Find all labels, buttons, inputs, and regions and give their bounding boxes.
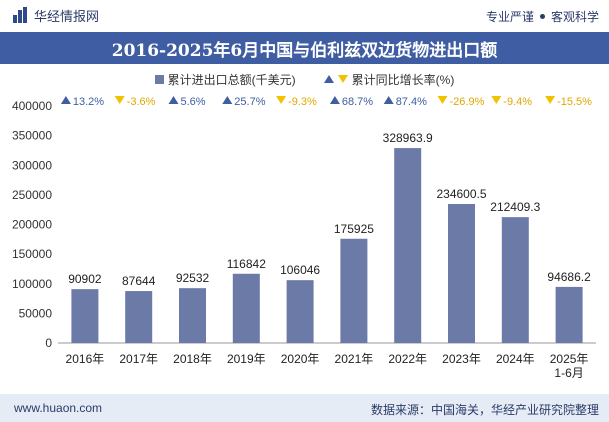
footer-website[interactable]: www.huaon.com bbox=[14, 401, 103, 415]
x-tick-label: 2021年 bbox=[335, 352, 374, 366]
growth-down-triangle bbox=[114, 96, 125, 104]
growth-up-triangle bbox=[60, 96, 71, 104]
y-tick-label: 100000 bbox=[12, 277, 52, 291]
y-tick-label: 0 bbox=[45, 336, 52, 350]
bar bbox=[71, 289, 99, 343]
x-tick-label: 2020年 bbox=[281, 352, 320, 366]
x-tick-label: 2019年 bbox=[227, 352, 266, 366]
chart-legend: 累计进出口总额(千美元) 累计同比增长率(%) bbox=[0, 70, 609, 88]
legend-down-triangle-icon bbox=[337, 75, 348, 83]
bar-value-label: 116842 bbox=[227, 257, 266, 271]
y-tick-label: 300000 bbox=[12, 158, 52, 172]
separator-dot-icon bbox=[539, 14, 545, 19]
legend-item-total: 累计进出口总额(千美元) bbox=[154, 70, 296, 88]
y-tick-label: 400000 bbox=[12, 99, 52, 113]
tagline-2: 客观科学 bbox=[550, 10, 599, 24]
growth-rate-label: 25.7% bbox=[234, 96, 265, 108]
x-tick-label: 1-6月 bbox=[554, 366, 583, 380]
x-tick-label: 2017年 bbox=[119, 352, 158, 366]
chart-title: 2016-2025年6月中国与伯利兹双边货物进出口额 bbox=[0, 32, 609, 64]
growth-rate-label: -26.9% bbox=[450, 96, 485, 108]
x-tick-label: 2024年 bbox=[496, 352, 535, 366]
y-tick-label: 150000 bbox=[12, 247, 52, 261]
growth-rate-label: -15.5% bbox=[557, 96, 592, 108]
bar bbox=[501, 217, 529, 343]
tagline-1: 专业严谨 bbox=[485, 10, 534, 24]
legend-label-growth: 累计同比增长率(%) bbox=[351, 72, 455, 87]
growth-rate-label: -9.4% bbox=[503, 96, 532, 108]
bar bbox=[340, 238, 368, 343]
growth-rate-label: 87.4% bbox=[396, 96, 427, 108]
bar bbox=[286, 280, 314, 343]
bar bbox=[179, 288, 206, 343]
y-tick-label: 200000 bbox=[12, 218, 52, 232]
bar bbox=[232, 273, 260, 343]
growth-rate-label: 5.6% bbox=[181, 96, 206, 108]
growth-down-triangle bbox=[545, 96, 556, 104]
bar-value-label: 90902 bbox=[68, 272, 102, 286]
bar bbox=[555, 286, 583, 343]
bar-value-label: 175925 bbox=[334, 222, 374, 236]
bar-value-label: 94686.2 bbox=[547, 270, 591, 284]
growth-down-triangle bbox=[491, 96, 502, 104]
legend-bar-swatch-icon bbox=[154, 74, 164, 84]
bar bbox=[394, 148, 422, 343]
y-tick-label: 250000 bbox=[12, 188, 52, 202]
bar-value-label: 234600.5 bbox=[436, 187, 486, 201]
bar-chart-logo-icon bbox=[12, 7, 28, 23]
legend-label-total: 累计进出口总额(千美元) bbox=[167, 72, 296, 87]
top-bar: 华经情报网 专业严谨 客观科学 bbox=[0, 0, 609, 30]
bar-value-label: 106046 bbox=[280, 263, 320, 277]
bar-value-label: 87644 bbox=[122, 274, 156, 288]
x-tick-label: 2023年 bbox=[442, 352, 481, 366]
bar-value-label: 92532 bbox=[176, 271, 210, 285]
growth-down-triangle bbox=[276, 96, 287, 104]
growth-rate-label: 68.7% bbox=[342, 96, 373, 108]
legend-up-triangle-icon bbox=[323, 75, 334, 83]
bar bbox=[125, 291, 153, 343]
x-tick-label: 2025年 bbox=[550, 352, 589, 366]
growth-up-triangle bbox=[329, 96, 340, 104]
growth-up-triangle bbox=[222, 96, 233, 104]
bar-value-label: 212409.3 bbox=[490, 200, 540, 214]
growth-rate-label: -9.3% bbox=[288, 96, 317, 108]
y-tick-label: 350000 bbox=[12, 129, 52, 143]
x-tick-label: 2018年 bbox=[173, 352, 212, 366]
legend-item-growth: 累计同比增长率(%) bbox=[323, 70, 455, 88]
growth-rate-label: 13.2% bbox=[73, 96, 104, 108]
x-tick-label: 2016年 bbox=[66, 352, 105, 366]
x-tick-label: 2022年 bbox=[388, 352, 427, 366]
footer-source: 数据来源：中国海关，华经产业研究院整理 bbox=[370, 403, 599, 417]
brand-name: 华经情报网 bbox=[34, 8, 100, 24]
bar-value-label: 328963.9 bbox=[383, 131, 433, 145]
y-tick-label: 50000 bbox=[19, 306, 53, 320]
growth-rate-label: -3.6% bbox=[127, 96, 156, 108]
brand[interactable]: 华经情报网 bbox=[12, 6, 99, 24]
growth-down-triangle bbox=[437, 96, 448, 104]
footer-bar: www.huaon.com 数据来源：中国海关，华经产业研究院整理 bbox=[0, 394, 609, 422]
bar bbox=[448, 203, 475, 343]
growth-up-triangle bbox=[383, 96, 394, 104]
growth-up-triangle bbox=[168, 96, 179, 104]
tagline: 专业严谨 客观科学 bbox=[486, 8, 599, 25]
